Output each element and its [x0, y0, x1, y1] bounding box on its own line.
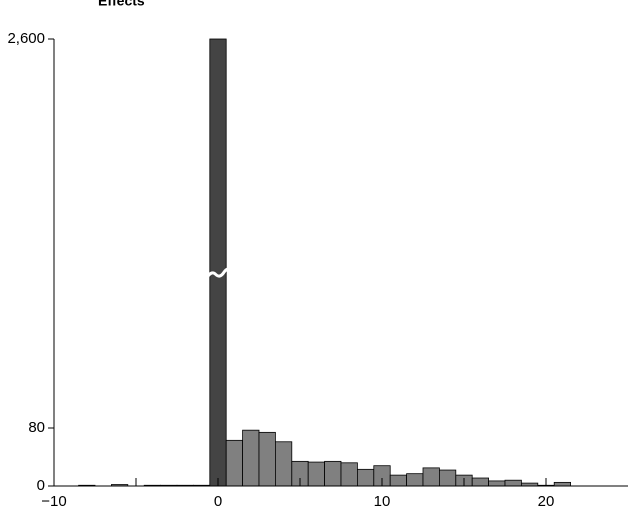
bar — [406, 473, 424, 487]
bar — [422, 467, 440, 487]
bar — [307, 461, 326, 487]
axis-break — [206, 267, 233, 278]
y-tick-label: 0 — [37, 477, 45, 494]
x-tick-label: −10 — [41, 493, 66, 510]
bar — [324, 460, 342, 487]
bar — [209, 38, 227, 487]
bar — [389, 474, 408, 487]
bar — [438, 469, 457, 487]
bar — [225, 439, 243, 487]
bar — [258, 431, 276, 487]
bar — [242, 429, 260, 487]
bar — [471, 477, 490, 487]
bar — [553, 481, 572, 487]
y-tick-label: 80 — [28, 419, 45, 436]
bar — [504, 479, 522, 487]
bar — [488, 480, 506, 487]
bar — [356, 468, 375, 487]
bar — [340, 462, 358, 487]
x-tick-label: 0 — [214, 493, 222, 510]
x-tick-label: 20 — [538, 493, 555, 510]
x-tick-label: 10 — [374, 493, 391, 510]
y-tick-label: 2,600 — [7, 30, 45, 47]
chart-title: Effects — [98, 0, 145, 9]
bar — [274, 441, 293, 487]
